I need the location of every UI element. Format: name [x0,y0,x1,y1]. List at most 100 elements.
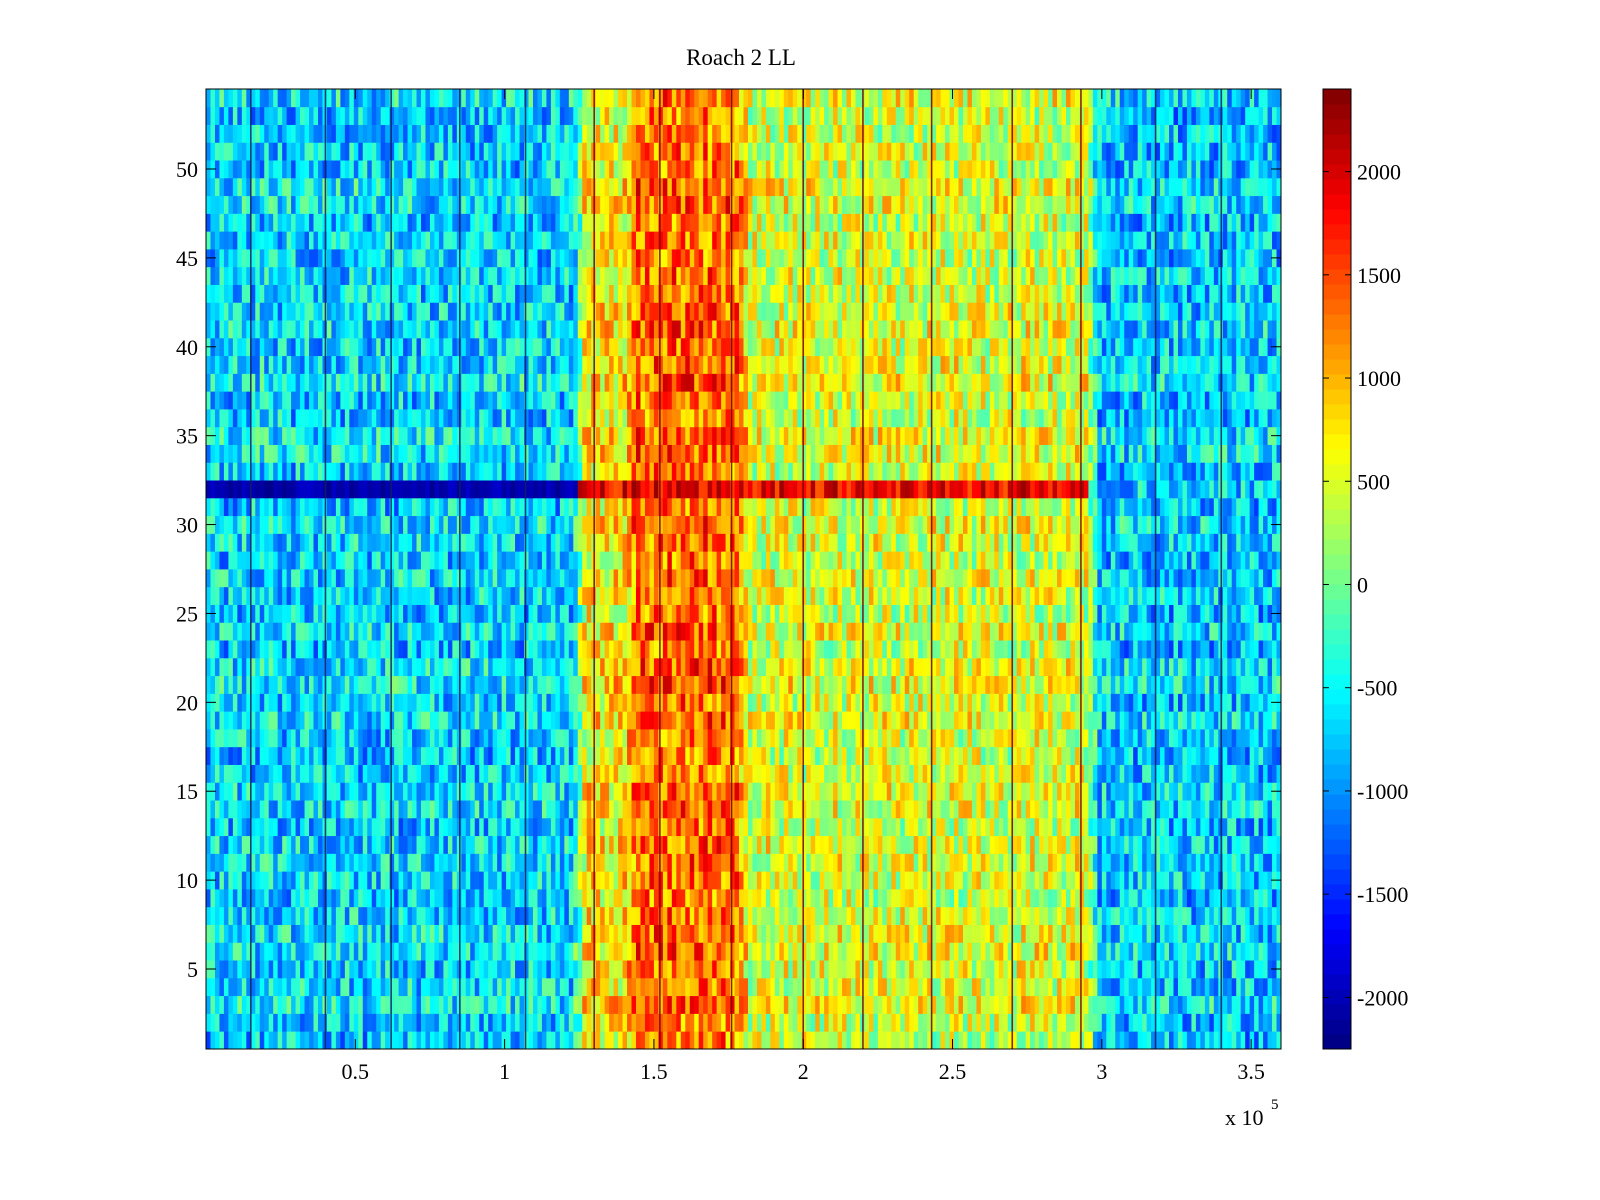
heatmap-cell [1258,977,1264,997]
heatmap-cell [1133,924,1139,943]
heatmap-cell [403,942,408,961]
heatmap-cell [945,942,950,961]
heatmap-cell [398,782,404,801]
heatmap-cell [676,746,682,765]
heatmap-cell [1276,817,1282,837]
heatmap-cell [842,835,847,854]
heatmap-cell [770,800,776,819]
heatmap-cell [900,800,906,819]
heatmap-cell [698,1013,704,1032]
heatmap-cell [1101,693,1107,712]
heatmap-cell [658,1013,664,1032]
heatmap-cell [1182,693,1188,712]
heatmap-cell [936,853,941,872]
heatmap-cell [1213,729,1219,748]
heatmap-cell [532,817,538,837]
heatmap-cell [765,906,771,925]
heatmap-cell [497,746,503,765]
heatmap-cell [506,675,511,694]
heatmap-cell [1025,764,1031,783]
heatmap-cell [949,977,955,997]
heatmap-cell [792,924,798,943]
heatmap-cell [582,711,588,730]
heatmap-cell [1209,924,1215,943]
heatmap-cell [658,995,664,1014]
heatmap-cell [1088,746,1094,765]
heatmap-cell [416,995,422,1014]
heatmap-cell [286,746,292,765]
heatmap-cell [452,924,458,943]
heatmap-cell [1066,782,1071,801]
heatmap-cell [868,1031,874,1050]
heatmap-cell [255,800,261,819]
heatmap-cell [1039,871,1045,890]
heatmap-cell [1083,977,1089,997]
heatmap-cell [707,977,713,997]
heatmap-cell [1169,800,1174,819]
heatmap-cell [1231,1013,1237,1032]
heatmap-cell [774,853,780,872]
heatmap-cell [326,782,332,801]
heatmap-cell [698,729,704,748]
heatmap-cell [277,853,283,872]
heatmap-cell [882,764,888,783]
heatmap-cell [658,1031,664,1050]
heatmap-cell [1128,871,1134,890]
heatmap-cell [819,729,825,748]
heatmap-cell [622,906,628,925]
heatmap-cell [1209,693,1215,712]
heatmap-cell [1263,782,1268,801]
heatmap-cell [595,782,601,801]
heatmap-cell [1236,871,1242,890]
heatmap-cell [788,675,794,694]
heatmap-cell [1213,764,1219,783]
heatmap-cell [488,924,494,943]
heatmap-cell [559,782,565,801]
heatmap-cell [851,835,856,854]
heatmap-cell [313,1031,319,1050]
heatmap-cell [555,817,561,837]
heatmap-cell [1030,764,1036,783]
heatmap-cell [604,889,610,908]
heatmap-cell [309,729,314,748]
heatmap-cell [1227,729,1233,748]
heatmap-cell [210,924,216,943]
heatmap-cell [962,729,968,748]
heatmap-cell [828,764,834,783]
heatmap-cell [1240,800,1246,819]
heatmap-cell [443,817,449,837]
heatmap-cell [716,1013,722,1032]
heatmap-cell [922,942,928,961]
heatmap-cell [873,960,879,979]
heatmap-cell [976,906,982,925]
heatmap-cell [851,906,856,925]
heatmap-cell [1236,800,1242,819]
heatmap-cell [546,995,552,1014]
heatmap-cell [1186,764,1192,783]
heatmap-cell [362,853,368,872]
heatmap-cell [438,1031,444,1050]
heatmap-cell [1209,764,1215,783]
heatmap-cell [465,942,471,961]
heatmap-cell [1236,924,1242,943]
heatmap-cell [806,960,812,979]
heatmap-cell [604,711,610,730]
heatmap-cell [980,1031,986,1050]
heatmap-cell [721,924,726,943]
heatmap-cell [452,711,458,730]
heatmap-cell [1034,871,1040,890]
heatmap-cell [694,924,700,943]
heatmap-cell [1173,729,1179,748]
heatmap-cell [291,977,296,997]
heatmap-cell [1191,924,1197,943]
heatmap-cell [1240,729,1246,748]
heatmap-cell [241,995,247,1014]
heatmap-cell [335,906,341,925]
heatmap-cell [846,1031,852,1050]
heatmap-cell [609,746,615,765]
heatmap-cell [644,960,650,979]
heatmap-cell [264,800,270,819]
heatmap-cell [958,675,964,694]
heatmap-cell [734,675,740,694]
heatmap-cell [998,942,1004,961]
